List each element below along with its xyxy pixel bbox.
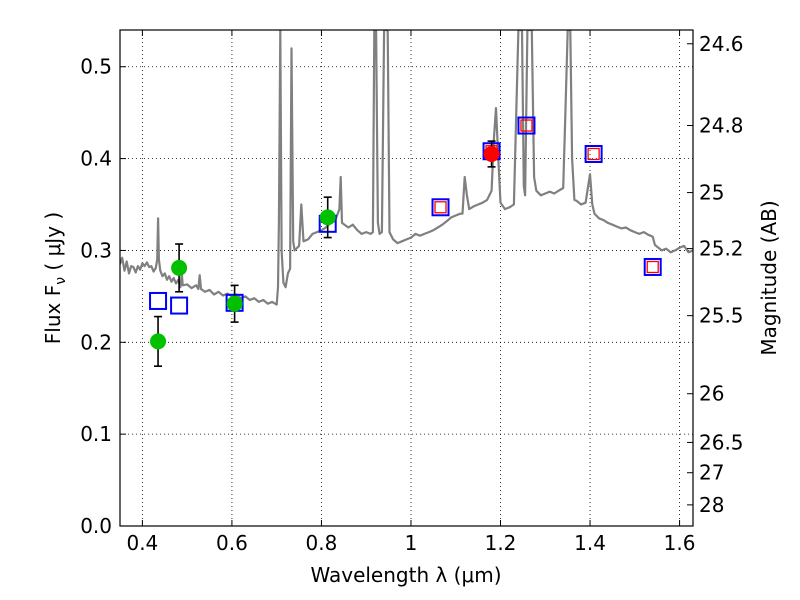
green-data-point [319, 209, 336, 226]
grid-lines [120, 30, 693, 527]
green-data-point [150, 333, 167, 350]
markers-layer [149, 116, 662, 367]
blue-square-marker [643, 257, 662, 276]
red-square-marker [520, 119, 533, 132]
red-square-marker [587, 147, 600, 161]
axis-ticks: 0.4 0.6 0.8 1 1.2 1.4 1.6 0.0 0.1 0.2 0.3 0.4 0.5 24.… [80, 30, 744, 555]
plot-frame [119, 29, 694, 527]
mag-tick-label: 25.5 [699, 304, 744, 328]
y-axis-label-main: Flux F [41, 285, 65, 344]
mag-tick-label: 26.5 [699, 430, 744, 454]
y-axis-label-sub: ν [53, 277, 69, 285]
y-tick-label: 0.4 [80, 147, 112, 171]
mag-tick-label: 24.6 [699, 32, 744, 56]
mag-tick-label: 24.8 [699, 114, 744, 138]
mag-tick-label: 25.2 [699, 237, 744, 261]
red-data-point [483, 146, 500, 162]
y-axis-label-unit: ( μJy ) [41, 212, 65, 277]
mag-tick-label: 25 [699, 181, 724, 205]
y-tick-label: 0.2 [80, 330, 112, 354]
green-data-point [226, 295, 243, 312]
y-axis-label: Flux Fν ( μJy ) [41, 212, 69, 344]
x-tick-label: 0.4 [126, 531, 158, 555]
blue-square-marker [149, 291, 168, 310]
x-axis-label: Wavelength λ (μm) [310, 563, 501, 587]
x-tick-label: 0.8 [306, 531, 338, 555]
y-tick-label: 0.3 [80, 238, 112, 262]
blue-square-marker [584, 145, 603, 163]
y-right-axis-label: Magnitude (AB) [757, 200, 781, 355]
x-tick-label: 1.6 [664, 531, 696, 555]
x-tick-label: 0.6 [216, 531, 248, 555]
y-tick-label: 0.0 [80, 514, 112, 538]
mag-tick-label: 27 [699, 461, 724, 485]
mag-tick-label: 26 [699, 382, 724, 406]
green-data-point [171, 259, 188, 276]
red-square-marker [434, 201, 447, 214]
blue-square-marker [517, 116, 536, 135]
mag-tick-label: 28 [699, 493, 724, 517]
y-tick-label: 0.1 [80, 422, 112, 446]
blue-square-marker [431, 198, 450, 217]
x-tick-label: 1.4 [574, 531, 606, 555]
red-square-marker [646, 260, 659, 274]
spectrum-line [120, 30, 693, 306]
spectrum-layer [120, 30, 693, 306]
x-tick-label: 1 [405, 531, 418, 555]
blue-square-marker [170, 296, 189, 315]
y-tick-label: 0.5 [80, 55, 112, 79]
x-tick-label: 1.2 [485, 531, 517, 555]
